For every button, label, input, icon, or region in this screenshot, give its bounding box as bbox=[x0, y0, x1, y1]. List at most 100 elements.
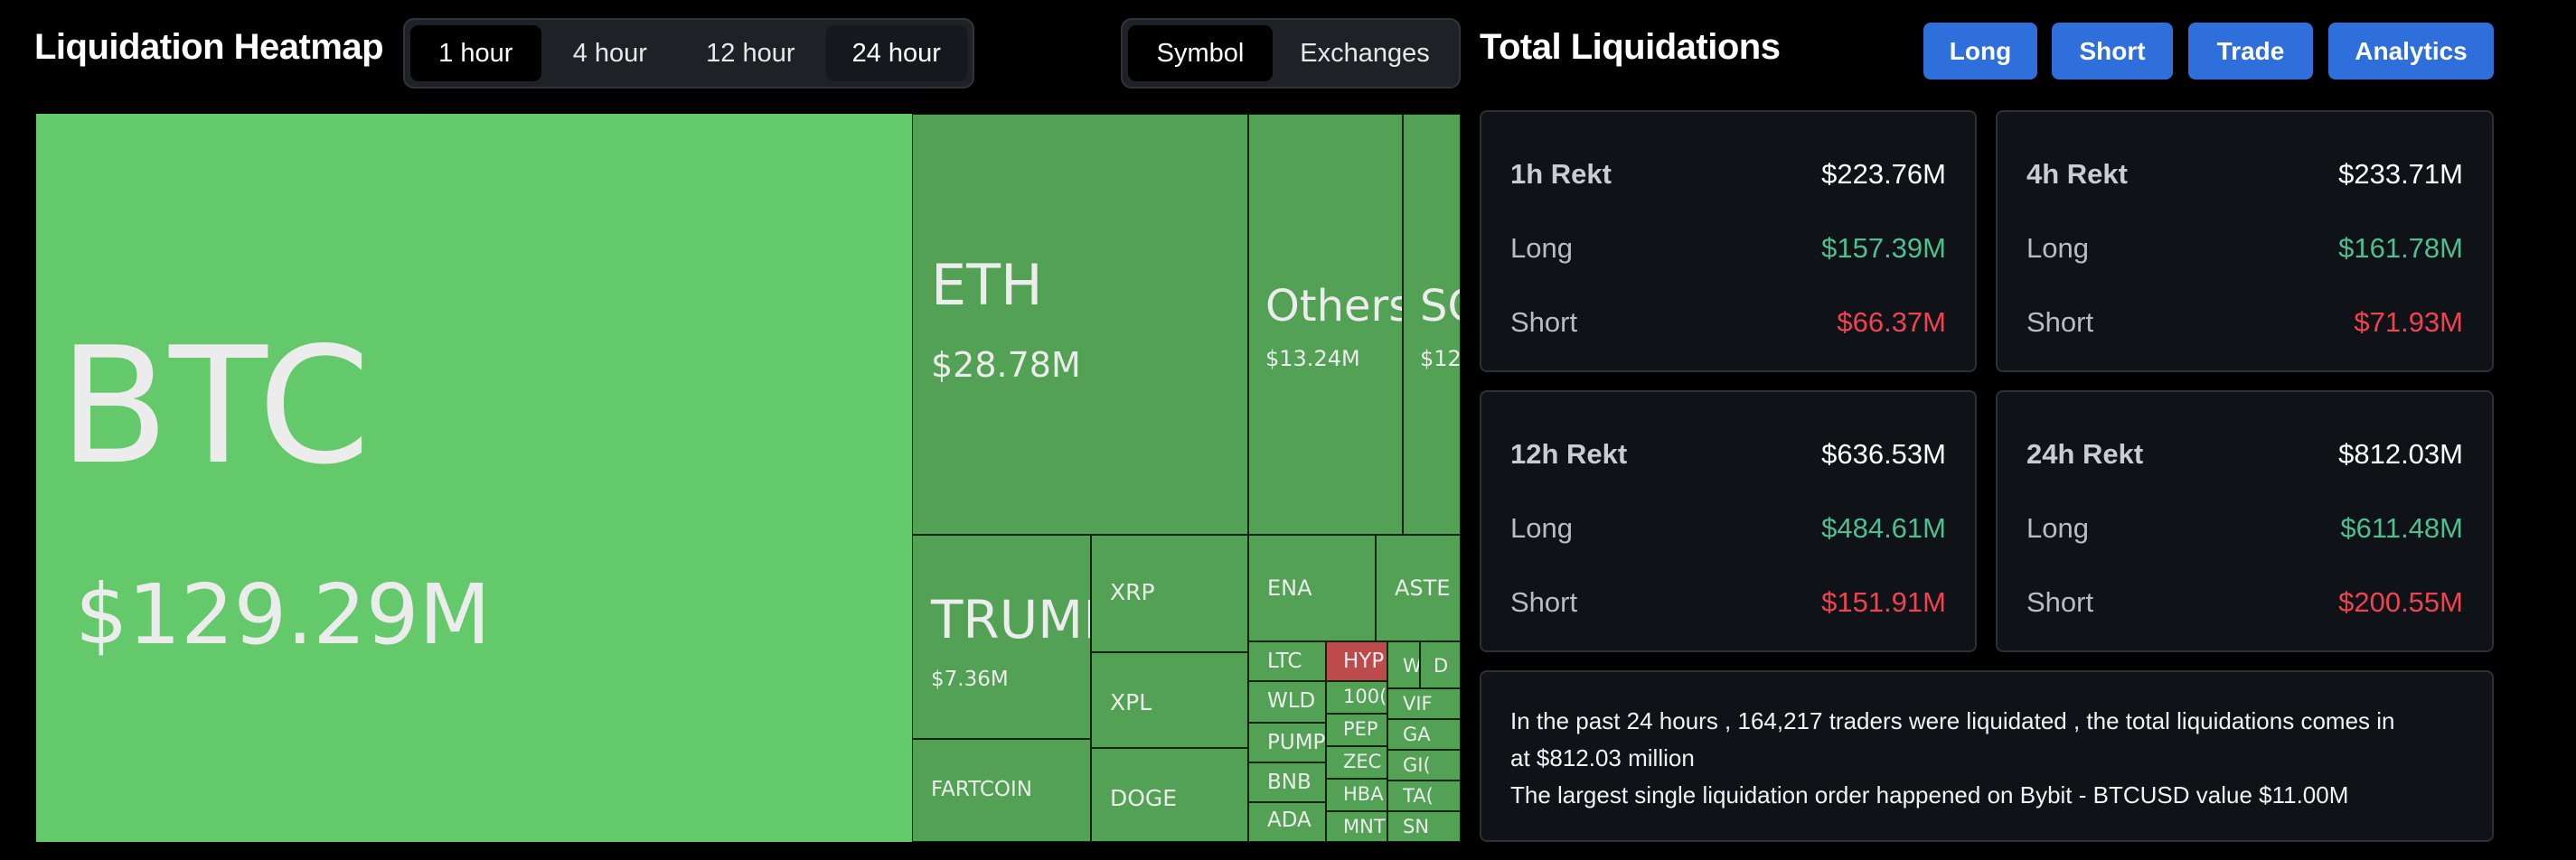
analytics-button[interactable]: Analytics bbox=[2328, 23, 2494, 79]
liquidation-summary-card: In the past 24 hours , 164,217 traders w… bbox=[1480, 670, 2494, 842]
tile-symbol: ENA bbox=[1267, 575, 1312, 601]
tile-symbol: GA bbox=[1403, 724, 1431, 745]
tile-value: $7.36M bbox=[931, 668, 1009, 691]
tab-24-hour[interactable]: 24 hour bbox=[825, 25, 967, 81]
heatmap-tile-virtual[interactable]: VIF bbox=[1387, 688, 1461, 719]
card-total: $636.53M bbox=[1821, 438, 1946, 470]
card-total: $812.03M bbox=[2338, 438, 2463, 470]
heatmap-tile-mnt[interactable]: MNT bbox=[1326, 811, 1387, 842]
tile-symbol: BTC bbox=[59, 313, 371, 500]
page-title: Liquidation Heatmap bbox=[34, 27, 384, 67]
tile-value: $12. bbox=[1420, 346, 1461, 371]
tile-symbol: HBA bbox=[1343, 783, 1384, 805]
trade-button[interactable]: Trade bbox=[2188, 23, 2313, 79]
heatmap-tile-hbar[interactable]: HBA bbox=[1326, 779, 1387, 811]
card-total: $223.76M bbox=[1821, 158, 1946, 190]
heatmap-tile-w[interactable]: W bbox=[1387, 641, 1420, 688]
rekt-card-4h: 4h Rekt $233.71M Long $161.78M Short $71.93… bbox=[1996, 110, 2494, 372]
card-label: 24h Rekt bbox=[2026, 438, 2144, 470]
heatmap-tile-ena[interactable]: ENA bbox=[1248, 535, 1376, 641]
long-button[interactable]: Long bbox=[1923, 23, 2037, 79]
tile-value: $28.78M bbox=[931, 345, 1081, 385]
tile-symbol: D bbox=[1434, 655, 1449, 677]
rekt-card-24h: 24h Rekt $812.03M Long $611.48M Short $200.… bbox=[1996, 390, 2494, 652]
heatmap-tile-trump[interactable]: TRUMF $7.36M bbox=[912, 535, 1091, 739]
tab-12-hour[interactable]: 12 hour bbox=[706, 38, 795, 68]
tile-symbol: FARTCOIN bbox=[931, 778, 1033, 801]
tile-symbol: PEP bbox=[1343, 718, 1378, 740]
tile-symbol: VIF bbox=[1403, 693, 1433, 715]
tab-exchanges[interactable]: Exchanges bbox=[1300, 38, 1430, 68]
heatmap-tile-zec[interactable]: ZEC bbox=[1326, 746, 1387, 779]
tile-symbol: WLD bbox=[1267, 689, 1316, 713]
heatmap-tile-bnb[interactable]: BNB bbox=[1248, 762, 1326, 802]
card-label: 12h Rekt bbox=[1510, 438, 1628, 470]
heatmap-tile-fartcoin[interactable]: FARTCOIN bbox=[912, 739, 1091, 842]
tile-symbol: BNB bbox=[1267, 771, 1312, 794]
heatmap-tile-btc[interactable]: BTC $129.29M bbox=[36, 114, 912, 842]
heatmap-tile-aster[interactable]: ASTE bbox=[1376, 535, 1461, 641]
tile-symbol: SC bbox=[1420, 281, 1460, 332]
heatmap-tile-snx[interactable]: SN bbox=[1387, 811, 1461, 842]
time-range-tabs: 1 hour 4 hour 12 hour 24 hour bbox=[403, 18, 974, 89]
heatmap-tile-d[interactable]: D bbox=[1420, 641, 1461, 688]
tile-symbol: PUMP bbox=[1267, 731, 1326, 754]
heatmap-tile-others[interactable]: Others $13.24M bbox=[1248, 114, 1403, 535]
short-label: Short bbox=[2026, 306, 2094, 338]
heatmap-tile-pepe[interactable]: PEP bbox=[1326, 714, 1387, 746]
card-label: 1h Rekt bbox=[1510, 158, 1612, 190]
heatmap-tile-xrp[interactable]: XRP bbox=[1091, 535, 1248, 652]
tile-symbol: TA( bbox=[1403, 785, 1434, 807]
short-value: $71.93M bbox=[2354, 306, 2463, 338]
heatmap-tile-giga[interactable]: GI( bbox=[1387, 750, 1461, 781]
tile-value: $13.24M bbox=[1265, 346, 1360, 371]
tile-symbol: ASTE bbox=[1395, 575, 1451, 601]
long-value: $157.39M bbox=[1821, 232, 1946, 264]
heatmap-tile-hype[interactable]: HYP bbox=[1326, 641, 1387, 681]
long-value: $484.61M bbox=[1821, 512, 1946, 544]
heatmap-tile-gala[interactable]: GA bbox=[1387, 719, 1461, 750]
short-value: $66.37M bbox=[1837, 306, 1946, 338]
heatmap-tile-tao[interactable]: TA( bbox=[1387, 781, 1461, 811]
tab-1-hour[interactable]: 1 hour bbox=[410, 25, 541, 81]
heatmap-tile-eth[interactable]: ETH $28.78M bbox=[912, 114, 1248, 535]
tile-symbol: ZEC bbox=[1343, 751, 1382, 772]
tile-symbol: 100( bbox=[1343, 686, 1387, 707]
rekt-card-12h: 12h Rekt $636.53M Long $484.61M Short $151.… bbox=[1480, 390, 1977, 652]
short-value: $151.91M bbox=[1821, 586, 1946, 618]
rekt-card-1h: 1h Rekt $223.76M Long $157.39M Short $66.37… bbox=[1480, 110, 1977, 372]
tab-symbol[interactable]: Symbol bbox=[1128, 25, 1273, 81]
tile-symbol: XPL bbox=[1110, 689, 1152, 715]
short-label: Short bbox=[1510, 586, 1578, 618]
tile-symbol: Others bbox=[1265, 281, 1403, 332]
heatmap-tile-1000[interactable]: 100( bbox=[1326, 681, 1387, 714]
tile-symbol: GI( bbox=[1403, 754, 1431, 776]
long-value: $611.48M bbox=[2340, 512, 2463, 544]
short-value: $200.55M bbox=[2338, 586, 2463, 618]
tile-symbol: DOGE bbox=[1110, 785, 1178, 811]
tile-symbol: ETH bbox=[931, 252, 1043, 318]
long-label: Long bbox=[1510, 232, 1573, 264]
heatmap-tile-pump[interactable]: PUMP bbox=[1248, 723, 1326, 762]
short-label: Short bbox=[1510, 306, 1578, 338]
short-label: Short bbox=[2026, 586, 2094, 618]
tile-symbol: W bbox=[1403, 655, 1420, 677]
card-label: 4h Rekt bbox=[2026, 158, 2128, 190]
long-label: Long bbox=[2026, 512, 2089, 544]
heatmap-tile-ltc[interactable]: LTC bbox=[1248, 641, 1326, 681]
summary-line: In the past 24 hours , 164,217 traders w… bbox=[1510, 707, 2395, 734]
view-mode-tabs: Symbol Exchanges bbox=[1121, 18, 1461, 89]
summary-line: at $812.03 million bbox=[1510, 744, 1695, 771]
heatmap-tile-xpl[interactable]: XPL bbox=[1091, 652, 1248, 748]
long-label: Long bbox=[2026, 232, 2089, 264]
short-button[interactable]: Short bbox=[2052, 23, 2173, 79]
tile-symbol: HYP bbox=[1343, 650, 1385, 673]
heatmap-tile-doge[interactable]: DOGE bbox=[1091, 748, 1248, 842]
long-value: $161.78M bbox=[2338, 232, 2463, 264]
heatmap-tile-sc[interactable]: SC $12. bbox=[1403, 114, 1461, 535]
summary-line: The largest single liquidation order hap… bbox=[1510, 781, 2349, 809]
tab-4-hour[interactable]: 4 hour bbox=[572, 38, 647, 68]
heatmap-tile-ada[interactable]: ADA bbox=[1248, 802, 1326, 842]
heatmap-tile-wld[interactable]: WLD bbox=[1248, 681, 1326, 723]
tile-symbol: ADA bbox=[1267, 809, 1312, 832]
